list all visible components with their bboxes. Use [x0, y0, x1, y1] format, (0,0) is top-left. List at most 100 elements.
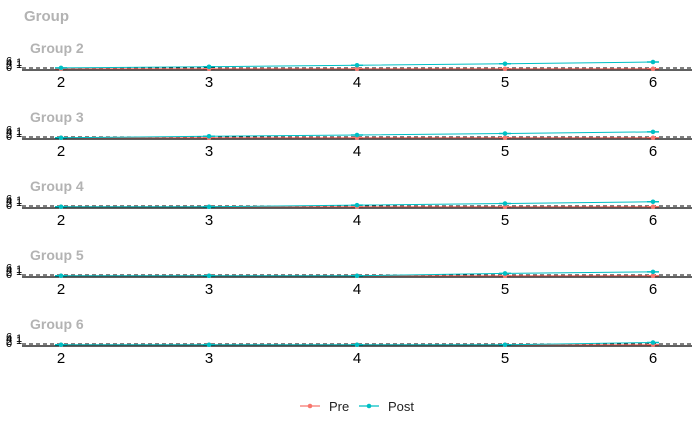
point-marker — [502, 131, 508, 136]
x-tick-label: 6 — [649, 143, 657, 160]
data-point — [647, 129, 659, 135]
point-marker — [206, 342, 212, 348]
data-point — [499, 204, 511, 210]
point-marker — [354, 273, 360, 279]
x-tick-label: 6 — [649, 74, 657, 91]
point-marker — [650, 204, 656, 210]
point-marker — [354, 132, 360, 138]
x-tick-labels: 2 3 4 5 6 — [57, 74, 657, 91]
x-tick-label: 2 — [57, 143, 65, 160]
y-tick-label: 6 — [6, 331, 12, 343]
series-post — [55, 199, 659, 210]
panel-title: Group 6 — [30, 316, 84, 332]
data-point — [499, 342, 511, 348]
y-tick-label: 2 — [6, 267, 12, 279]
y-tick-label: 1 — [16, 57, 22, 69]
point-marker — [502, 201, 508, 206]
panel-title: Group 3 — [30, 109, 84, 125]
x-tick-label: 2 — [57, 212, 65, 229]
y-tick-label: 0 — [6, 131, 12, 143]
data-point — [55, 135, 67, 141]
data-point — [55, 204, 67, 210]
y-tick-label: 2 — [6, 129, 12, 141]
point-marker — [502, 61, 508, 67]
data-point — [203, 273, 215, 279]
data-point — [203, 133, 215, 139]
y-tick-label: 1 — [16, 333, 22, 345]
x-tick-label: 5 — [501, 281, 509, 298]
x-tick-label: 2 — [57, 350, 65, 367]
point-marker — [502, 342, 508, 348]
data-point — [647, 199, 659, 205]
series-post — [55, 340, 659, 348]
point-marker — [58, 204, 64, 210]
y-tick-label: 6 — [6, 262, 12, 274]
y-tick-label: 6 — [6, 193, 12, 205]
x-tick-label: 3 — [205, 143, 213, 160]
data-point — [351, 202, 363, 208]
point-marker — [650, 135, 656, 141]
x-tick-label: 3 — [205, 212, 213, 229]
point-marker — [58, 135, 64, 141]
data-point — [351, 132, 363, 138]
legend-label: Post — [388, 399, 414, 414]
data-point — [499, 61, 511, 67]
x-tick-label: 6 — [649, 281, 657, 298]
point-marker — [58, 273, 64, 279]
y-tick-label: 1 — [16, 197, 22, 209]
data-point — [55, 273, 67, 279]
panel-title: Group 2 — [30, 40, 84, 56]
data-point — [55, 342, 67, 348]
y-tick-label: 4 — [6, 334, 12, 346]
point-marker — [502, 66, 508, 72]
x-tick-label: 4 — [353, 143, 361, 160]
y-tick-label: 2 — [6, 198, 12, 210]
data-point — [647, 66, 659, 72]
series-post — [55, 269, 659, 279]
x-tick-labels: 2 3 4 5 6 — [57, 281, 657, 298]
data-point — [351, 62, 363, 68]
y-tick-label: 1 — [16, 264, 22, 276]
x-tick-labels: 2 3 4 5 6 — [57, 350, 657, 367]
series-post — [55, 59, 659, 71]
point-marker — [206, 273, 212, 279]
y-tick-label: 0 — [6, 338, 12, 350]
point-marker — [354, 342, 360, 348]
y-tick-label: 2 — [6, 336, 12, 348]
point-marker — [650, 269, 656, 275]
point-marker — [354, 66, 360, 72]
y-tick-label: 1 — [16, 128, 22, 140]
point-marker — [502, 204, 508, 210]
legend-item-post: Post — [359, 399, 414, 414]
y-tick-label: 0 — [6, 62, 12, 74]
data-point — [499, 271, 511, 276]
x-tick-label: 4 — [353, 74, 361, 91]
legend-key-point — [366, 403, 372, 409]
x-tick-label: 2 — [57, 281, 65, 298]
x-tick-label: 5 — [501, 350, 509, 367]
x-tick-label: 3 — [205, 350, 213, 367]
x-tick-label: 4 — [353, 281, 361, 298]
chart-title: Group — [24, 8, 69, 25]
data-point — [647, 269, 659, 275]
y-tick-label: 6 — [6, 124, 12, 136]
y-tick-label: 0 — [6, 200, 12, 212]
data-point — [203, 342, 215, 348]
point-marker — [58, 342, 64, 348]
x-tick-label: 3 — [205, 74, 213, 91]
point-marker — [650, 59, 656, 65]
y-tick-label: 1 — [16, 266, 22, 278]
point-marker — [650, 66, 656, 72]
point-marker — [650, 273, 656, 279]
data-point — [647, 59, 659, 65]
x-tick-label: 6 — [649, 350, 657, 367]
data-point — [647, 135, 659, 141]
